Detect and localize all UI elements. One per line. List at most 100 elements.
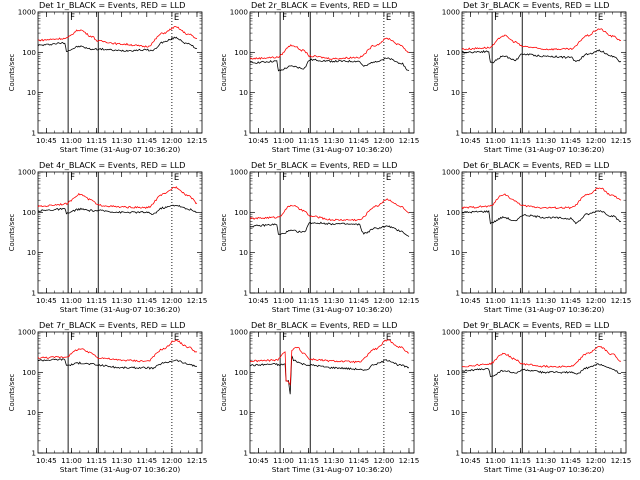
y-tick-label: 1000 <box>18 168 37 177</box>
detector-panel-1: Det 1r_BLACK = Events, RED = LLD 1 10 100 10… <box>8 0 207 154</box>
y-tick-label: 10 <box>27 248 37 257</box>
x-tick-label: 11:45 <box>136 456 157 465</box>
plot-frame <box>461 171 627 294</box>
series-line-lld <box>37 186 198 210</box>
y-axis-label: Counts/sec <box>432 54 440 92</box>
x-tick-label: 12:15 <box>187 296 208 305</box>
series-line-lld <box>249 37 409 60</box>
detector-panel-6: Det 6r_BLACK = Events, RED = LLD 1 10 100 10… <box>432 160 631 314</box>
y-axis-label: Counts/sec <box>220 374 228 412</box>
y-tick-label: 1000 <box>18 8 37 17</box>
detector-panel-5: Det 5r_BLACK = Events, RED = LLD 1 10 100 10… <box>220 160 419 314</box>
x-tick-label: 11:00 <box>273 136 294 145</box>
x-tick-label: 11:30 <box>323 136 344 145</box>
y-tick-label: 10 <box>27 88 37 97</box>
y-tick-label: 10 <box>239 248 249 257</box>
marker-label-e: E <box>598 173 603 183</box>
y-tick-label: 1000 <box>442 168 461 177</box>
x-tick-label: 11:45 <box>348 136 369 145</box>
panel-title: Det 6r_BLACK = Events, RED = LLD <box>463 160 609 170</box>
y-tick-label: 1 <box>455 129 460 138</box>
x-tick-label: 11:45 <box>560 456 581 465</box>
x-tick-label: 10:45 <box>460 296 481 305</box>
marker-label-e: E <box>598 333 603 343</box>
x-tick-label: 11:15 <box>86 136 107 145</box>
y-tick-label: 10 <box>451 408 461 417</box>
y-axis-label: Counts/sec <box>8 54 16 92</box>
y-tick-label: 1000 <box>230 8 249 17</box>
plot-frame <box>249 11 415 134</box>
x-tick-label: 12:15 <box>611 456 632 465</box>
marker-label-e: E <box>174 13 179 23</box>
marker-label-f: F <box>494 13 499 23</box>
series-line-lld <box>37 26 198 48</box>
detector-panel-9: Det 9r_BLACK = Events, RED = LLD 1 10 100 10… <box>432 320 631 474</box>
x-tick-label: 11:15 <box>86 456 107 465</box>
series-line-lld <box>461 187 622 210</box>
x-tick-label: 11:15 <box>298 296 319 305</box>
plot-frame <box>37 171 203 294</box>
panel-title: Det 5r_BLACK = Events, RED = LLD <box>251 160 397 170</box>
x-tick-label: 11:30 <box>111 456 132 465</box>
marker-label-e: E <box>386 333 391 343</box>
panel-title: Det 9r_BLACK = Events, RED = LLD <box>463 320 609 330</box>
x-tick-label: 12:00 <box>374 136 395 145</box>
x-tick-label: 11:00 <box>61 456 82 465</box>
marker-label-f: F <box>282 173 287 183</box>
x-axis-label: Start Time (31-Aug-07 10:36:20) <box>484 305 605 314</box>
x-tick-label: 11:45 <box>348 456 369 465</box>
x-tick-label: 11:45 <box>136 136 157 145</box>
y-tick-label: 100 <box>22 208 36 217</box>
detector-panel-3: Det 3r_BLACK = Events, RED = LLD 1 10 100 10… <box>432 0 631 154</box>
x-tick-label: 12:00 <box>162 136 183 145</box>
x-tick-label: 11:15 <box>510 456 531 465</box>
y-tick-label: 1 <box>243 129 248 138</box>
marker-label-f: F <box>70 13 75 23</box>
plot-frame <box>461 331 627 454</box>
x-axis-label: Start Time (31-Aug-07 10:36:20) <box>272 305 393 314</box>
y-tick-label: 100 <box>234 48 248 57</box>
x-tick-label: 12:00 <box>374 296 395 305</box>
series-line-events <box>461 363 622 378</box>
y-axis-label: Counts/sec <box>220 214 228 252</box>
detector-panel-7: Det 7r_BLACK = Events, RED = LLD 1 10 100 10… <box>8 320 207 474</box>
y-tick-label: 10 <box>27 408 37 417</box>
x-tick-label: 12:00 <box>162 456 183 465</box>
series-line-lld <box>249 339 410 386</box>
y-tick-label: 100 <box>446 368 460 377</box>
x-tick-label: 11:30 <box>323 296 344 305</box>
panel-title: Det 7r_BLACK = Events, RED = LLD <box>39 320 185 330</box>
x-axis-label: Start Time (31-Aug-07 10:36:20) <box>60 305 181 314</box>
x-tick-label: 11:00 <box>485 456 506 465</box>
x-tick-label: 11:30 <box>535 456 556 465</box>
y-tick-label: 1000 <box>230 168 249 177</box>
series-line-lld <box>461 28 622 51</box>
x-axis-label: Start Time (31-Aug-07 10:36:20) <box>60 465 181 474</box>
y-tick-label: 100 <box>234 208 248 217</box>
x-tick-label: 10:45 <box>36 456 57 465</box>
x-tick-label: 10:45 <box>248 136 269 145</box>
marker-label-e: E <box>598 13 603 23</box>
x-tick-label: 11:15 <box>510 296 531 305</box>
x-tick-label: 12:00 <box>374 456 395 465</box>
detector-panel-8: Det 8r_BLACK = Events, RED = LLD 1 10 100 10… <box>220 320 419 474</box>
x-tick-label: 11:15 <box>298 456 319 465</box>
y-tick-label: 1 <box>455 449 460 458</box>
x-tick-label: 10:45 <box>36 136 57 145</box>
series-line-events <box>249 57 410 72</box>
series-line-events <box>37 36 198 52</box>
plot-frame <box>249 331 415 454</box>
y-tick-label: 1 <box>31 449 36 458</box>
x-tick-label: 11:30 <box>111 296 132 305</box>
x-tick-label: 12:00 <box>586 456 607 465</box>
series-line-events <box>461 209 622 225</box>
series-line-events <box>37 204 197 216</box>
x-tick-label: 10:45 <box>248 296 269 305</box>
x-tick-label: 12:00 <box>586 136 607 145</box>
series-line-lld <box>461 346 622 368</box>
x-tick-label: 10:45 <box>36 296 57 305</box>
y-axis-label: Counts/sec <box>8 374 16 412</box>
marker-label-e: E <box>386 13 391 23</box>
